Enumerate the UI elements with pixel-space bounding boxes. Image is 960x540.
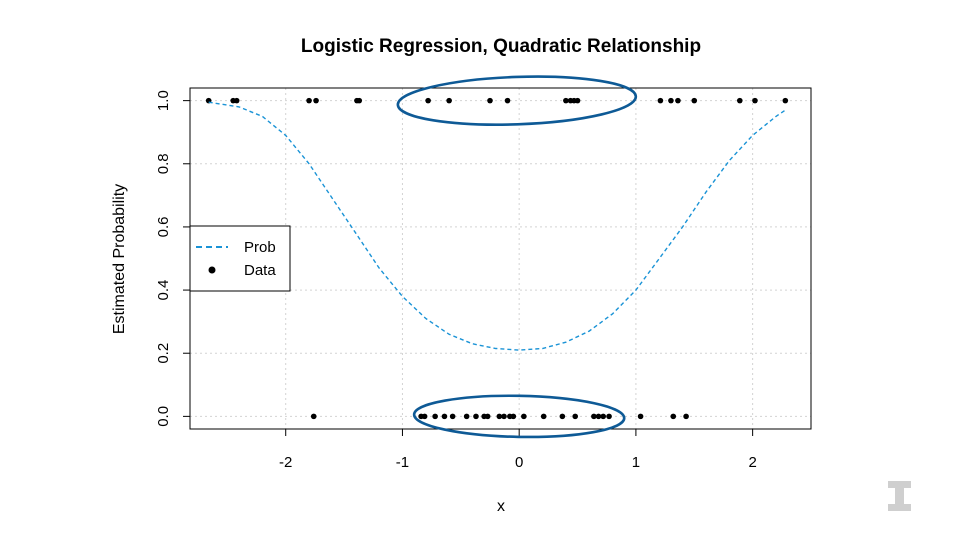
data-point bbox=[501, 413, 507, 420]
data-point bbox=[606, 413, 612, 420]
data-point bbox=[504, 97, 511, 104]
data-point bbox=[600, 413, 607, 420]
data-point bbox=[496, 413, 503, 420]
data-point bbox=[736, 97, 743, 104]
data-point bbox=[432, 413, 438, 420]
legend-label: Data bbox=[244, 262, 276, 279]
data-point bbox=[313, 97, 319, 104]
data-point bbox=[782, 97, 789, 104]
data-point bbox=[637, 413, 644, 420]
data-point bbox=[691, 97, 698, 104]
y-tick-label: 0.0 bbox=[155, 406, 172, 427]
x-axis-label: x bbox=[497, 498, 505, 515]
data-point bbox=[752, 97, 758, 104]
legend: Prob Data bbox=[189, 225, 291, 292]
x-tick-label: -1 bbox=[396, 454, 409, 471]
logo-stem bbox=[895, 488, 904, 504]
data-point bbox=[233, 97, 240, 104]
data-point bbox=[563, 97, 569, 104]
logo-top-bar bbox=[888, 481, 911, 488]
data-point bbox=[421, 413, 428, 420]
university-logo bbox=[888, 481, 911, 511]
data-point bbox=[449, 413, 456, 420]
data-point bbox=[521, 413, 527, 420]
data-point bbox=[487, 97, 493, 104]
annotation-layer bbox=[396, 75, 638, 439]
y-tick-label: 0.8 bbox=[155, 153, 172, 174]
data-point bbox=[540, 413, 547, 420]
y-axis-label: Estimated Probability bbox=[111, 184, 128, 334]
data-point bbox=[446, 97, 452, 104]
data-point bbox=[473, 413, 479, 420]
top-cluster-ellipse bbox=[396, 75, 638, 126]
data-point bbox=[683, 413, 689, 420]
data-point bbox=[657, 97, 664, 104]
data-point bbox=[591, 413, 597, 420]
legend-label: Prob bbox=[244, 239, 276, 256]
series-layer bbox=[205, 97, 789, 420]
data-point bbox=[463, 413, 470, 420]
x-axis: -2 -1 0 1 2 bbox=[279, 429, 757, 471]
data-point bbox=[559, 413, 566, 420]
data-point bbox=[595, 413, 602, 420]
data-point bbox=[356, 97, 363, 104]
x-tick-label: 1 bbox=[632, 454, 640, 471]
y-tick-label: 0.6 bbox=[155, 216, 172, 237]
logo-bottom-bar bbox=[888, 504, 911, 511]
data-point bbox=[441, 413, 448, 420]
bottom-cluster-ellipse bbox=[412, 394, 626, 439]
x-tick-label: 0 bbox=[515, 454, 523, 471]
y-axis: 0.0 0.2 0.4 0.6 0.8 1.0 bbox=[155, 90, 190, 427]
data-point bbox=[306, 97, 312, 104]
data-point bbox=[668, 97, 674, 104]
chart-title: Logistic Regression, Quadratic Relations… bbox=[301, 36, 701, 57]
y-tick-label: 0.4 bbox=[155, 280, 172, 301]
data-point bbox=[572, 413, 579, 420]
data-point bbox=[484, 413, 491, 420]
x-tick-label: -2 bbox=[279, 454, 292, 471]
data-point bbox=[510, 413, 517, 420]
legend-data-swatch bbox=[208, 266, 216, 274]
data-point bbox=[310, 413, 317, 420]
data-point bbox=[574, 97, 581, 104]
legend-box bbox=[189, 225, 291, 292]
data-point bbox=[675, 97, 681, 104]
data-point bbox=[425, 97, 431, 104]
x-tick-label: 2 bbox=[748, 454, 756, 471]
data-point bbox=[670, 413, 677, 420]
y-tick-label: 1.0 bbox=[155, 90, 172, 111]
prob-curve bbox=[208, 101, 786, 351]
y-tick-label: 0.2 bbox=[155, 343, 172, 364]
